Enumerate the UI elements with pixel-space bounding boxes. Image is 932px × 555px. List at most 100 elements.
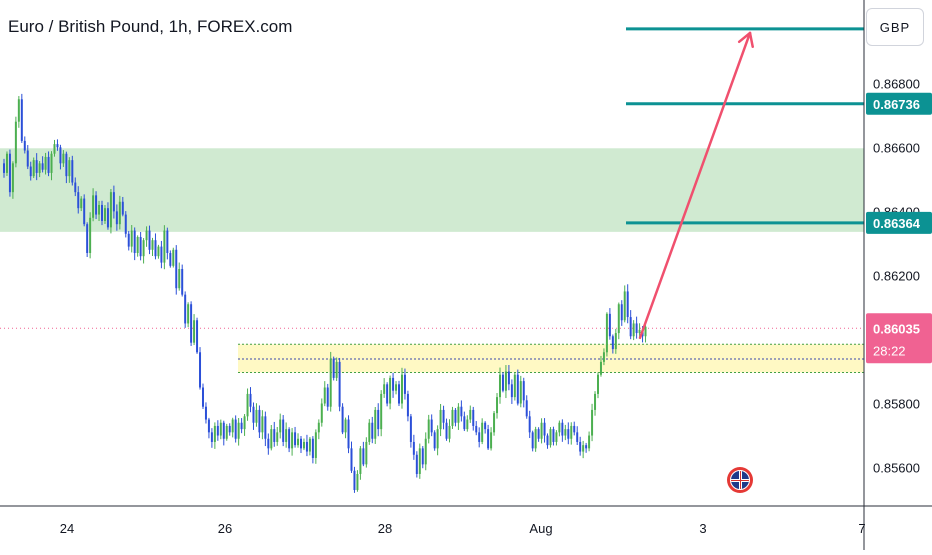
candle: [219, 419, 222, 440]
candle: [106, 202, 109, 230]
candle-body: [531, 432, 534, 449]
candle-body: [20, 99, 23, 141]
candle-body: [196, 320, 199, 353]
candle: [451, 406, 454, 429]
candle: [26, 145, 29, 170]
candle-body: [344, 419, 347, 433]
candle-body: [68, 160, 71, 177]
candle: [178, 262, 181, 291]
candle-body: [193, 320, 196, 343]
candle-body: [190, 304, 193, 343]
candle-body: [276, 432, 279, 442]
candle-body: [35, 160, 38, 173]
candle: [210, 428, 213, 448]
candle: [187, 302, 190, 328]
candle-body: [513, 374, 516, 398]
candle-body: [522, 381, 525, 401]
candle-body: [207, 419, 210, 433]
candle: [597, 372, 599, 399]
current-price-tag-bg: [866, 313, 932, 364]
candle-body: [614, 333, 617, 350]
candle-body: [151, 240, 154, 250]
candle: [504, 365, 507, 399]
x-tick-label: 3: [699, 521, 706, 536]
candle-body: [436, 429, 439, 449]
currency-selector-button[interactable]: GBP: [866, 8, 924, 46]
candle-body: [145, 230, 148, 241]
candle: [308, 436, 311, 456]
candle: [481, 418, 484, 445]
candle: [496, 393, 499, 419]
candle: [350, 441, 353, 473]
candle: [478, 427, 481, 448]
projection-arrow-line: [638, 31, 752, 340]
candle-body: [118, 201, 121, 225]
candle: [436, 425, 439, 456]
candle: [602, 348, 605, 366]
candle: [415, 451, 418, 478]
candle-body: [305, 441, 308, 452]
candle-body: [204, 406, 207, 420]
candle-body: [442, 409, 445, 423]
candle-body: [555, 432, 558, 442]
candle: [246, 388, 249, 421]
candle-body: [487, 429, 490, 449]
candle: [234, 415, 237, 443]
candle: [475, 421, 478, 436]
candle: [576, 426, 579, 446]
candle-body: [362, 448, 365, 465]
candle: [300, 435, 302, 453]
candle-body: [302, 441, 305, 449]
candle-body: [567, 429, 570, 439]
support-zone: [238, 344, 864, 373]
candle-body: [445, 422, 448, 439]
candle: [297, 433, 300, 448]
current-price-text: 0.86035: [873, 321, 920, 336]
candle: [629, 310, 632, 340]
candle-body: [350, 448, 353, 471]
candle-body: [421, 448, 424, 465]
candle: [558, 420, 561, 437]
candle: [611, 334, 614, 354]
candle-body: [213, 425, 216, 442]
candle: [359, 446, 362, 480]
candle-body: [409, 416, 412, 442]
candle-body: [172, 249, 175, 266]
candle-body: [460, 406, 463, 417]
candle-body: [335, 361, 338, 378]
candle: [258, 405, 261, 438]
candle: [392, 372, 395, 398]
uk-flag-icon[interactable]: [727, 467, 753, 493]
candle-body: [608, 313, 611, 337]
candle: [445, 418, 448, 441]
candle-body: [496, 397, 499, 414]
candle-body: [199, 352, 202, 388]
candle: [255, 403, 258, 427]
candle: [564, 424, 567, 441]
candle-body: [552, 429, 555, 442]
candle: [344, 417, 347, 439]
candle-body: [377, 409, 380, 430]
price-tag-upper-bg: [866, 92, 932, 115]
y-tick-label: 0.85600: [873, 461, 920, 476]
candle-body: [591, 409, 594, 436]
candle: [510, 379, 513, 404]
candle-body: [169, 253, 172, 266]
candle: [139, 232, 142, 261]
candle: [528, 410, 531, 439]
candle: [222, 420, 225, 446]
candle-body: [525, 400, 528, 417]
candle: [228, 423, 231, 436]
candle-body: [617, 304, 620, 334]
candle: [472, 406, 475, 431]
candle: [74, 177, 77, 197]
candle: [181, 264, 184, 297]
candle-body: [231, 419, 234, 433]
candle: [537, 427, 540, 442]
candle-body: [507, 371, 510, 385]
candle-body: [300, 438, 302, 449]
candle-body: [386, 384, 389, 404]
candle: [59, 144, 62, 170]
